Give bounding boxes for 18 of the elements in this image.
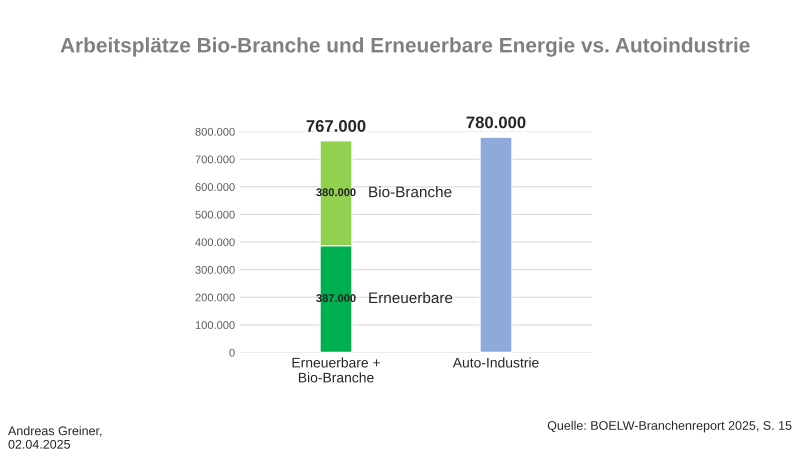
- y-tick-label: 500.000: [195, 210, 235, 219]
- x-tick-label: Auto-Industrie: [452, 357, 539, 368]
- total-label: 780.000: [466, 116, 526, 128]
- y-tick-label: 200.000: [196, 294, 235, 302]
- total-label: 767.000: [306, 120, 366, 132]
- series-label: Erneuerbare: [369, 292, 452, 304]
- source-note: Quelle: BOELW-Branchenreport 2025, S. 15: [548, 420, 792, 432]
- y-tick-label: 100.000: [196, 321, 235, 330]
- x-tick-label: Erneuerbare + Bio-Branche: [292, 357, 380, 383]
- y-tick-label: 0: [229, 348, 235, 357]
- y-tick-label: 800.000: [195, 128, 235, 136]
- text: Andreas Greiner, 02.04.2025: [8, 426, 102, 449]
- series-label: Bio-Branche: [369, 186, 452, 198]
- chart-title: Arbeitsplätze Bio-Branche und Erneuerbare Energie vs. Autoindustrie: [60, 37, 750, 57]
- y-tick-label: 400.000: [195, 238, 235, 246]
- y-tick-label: 300.000: [195, 266, 235, 274]
- y-tick-label: 700.000: [196, 155, 235, 164]
- y-tick-label: 600.000: [196, 183, 235, 191]
